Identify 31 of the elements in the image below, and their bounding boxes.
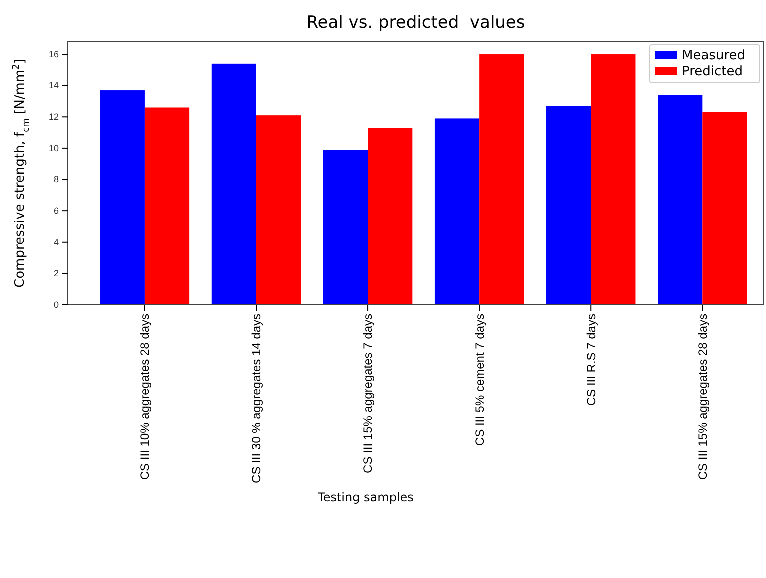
bar	[368, 128, 413, 305]
legend-label: Measured	[682, 48, 746, 64]
bar	[144, 108, 190, 305]
bar	[658, 95, 703, 305]
bar	[480, 54, 524, 305]
x-axis-title: Testing samples	[317, 490, 414, 504]
bar	[434, 118, 480, 305]
y-tick-label: 16	[48, 49, 59, 60]
bar	[100, 90, 145, 305]
bar	[323, 150, 368, 305]
bar	[256, 116, 302, 305]
y-tick-label: 4	[54, 237, 59, 248]
y-tick-label: 0	[54, 300, 59, 310]
bar	[546, 106, 592, 305]
y-tick-label: 10	[48, 143, 59, 154]
legend-label: Predicted	[682, 64, 744, 80]
y-tick-label: 12	[48, 112, 59, 122]
x-tick-label: CS III R.S 7 days	[584, 314, 598, 406]
x-tick-label: CS III 15% aggregates 28 days	[696, 314, 710, 480]
y-tick-label: 6	[54, 206, 59, 216]
y-tick-label: 8	[54, 174, 59, 185]
y-tick-label: 14	[48, 80, 59, 91]
x-tick-label: CS III 15% aggregates 7 days	[361, 314, 376, 474]
bar	[702, 112, 748, 305]
y-tick-label: 2	[54, 268, 59, 279]
x-tick-label: CS III 10% aggregates 28 days	[138, 314, 152, 480]
x-tick-label: CS III 30 % aggregates 14 days	[250, 314, 264, 484]
x-tick-label: CS III 5% cement 7 days	[472, 314, 487, 446]
bar	[591, 54, 636, 305]
chart-title: Real vs. predicted values	[306, 13, 526, 33]
bar	[212, 64, 256, 305]
